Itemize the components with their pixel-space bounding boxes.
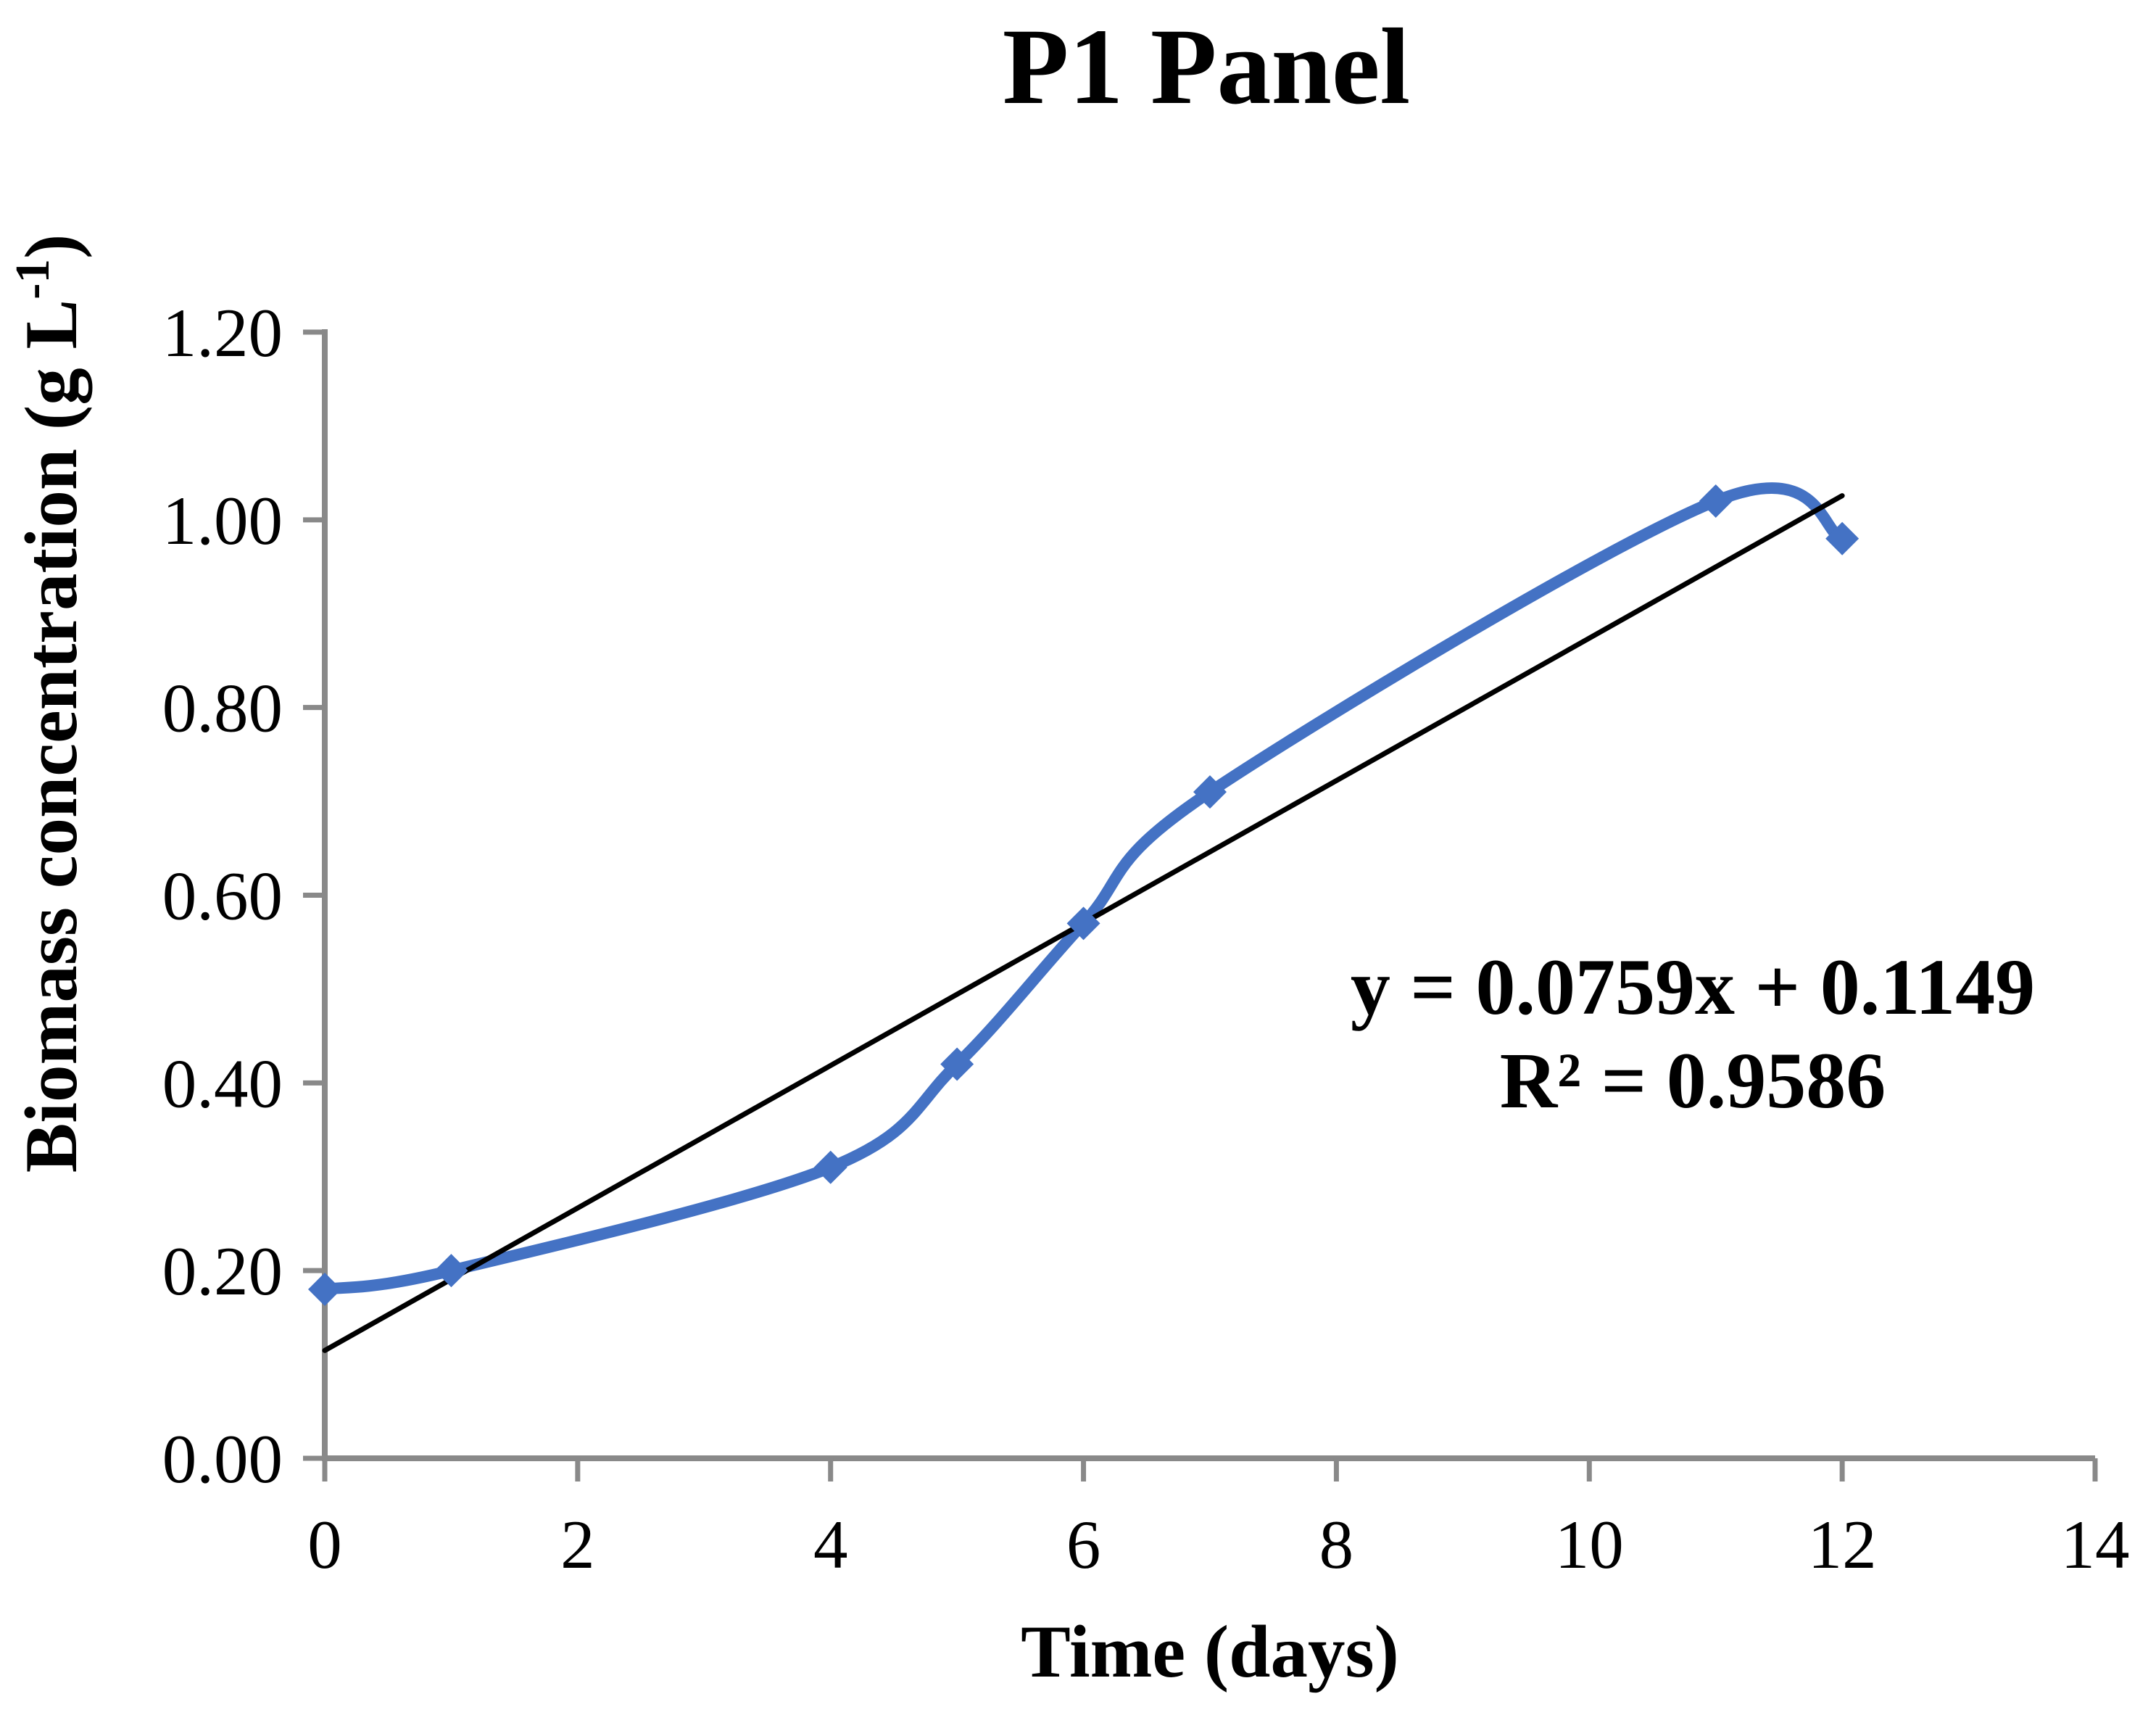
y-tick-label: 0.20 (162, 1233, 283, 1310)
series-smooth-line (319, 482, 1849, 1296)
x-tick-label: 0 (307, 1506, 342, 1583)
x-tick-label: 10 (1555, 1506, 1624, 1583)
x-tick-label: 6 (1066, 1506, 1101, 1583)
x-tick-label: 4 (813, 1506, 848, 1583)
data-point-marker (940, 1047, 974, 1081)
trendline-equation: y = 0.0759x + 0.1149 (1351, 943, 2035, 1031)
data-series (319, 482, 1849, 1296)
data-point-marker (813, 1150, 847, 1184)
x-tick-label: 8 (1319, 1506, 1354, 1583)
x-tick-label: 14 (2061, 1506, 2130, 1583)
y-tick-label: 1.00 (162, 482, 283, 559)
r-squared-label: R² = 0.9586 (1500, 1036, 1886, 1125)
data-point-marker (1193, 775, 1227, 809)
data-point-marker (1699, 484, 1733, 518)
y-axis-title-superscript: -1 (6, 259, 59, 299)
data-point-marker (308, 1273, 341, 1307)
y-tick-label: 1.20 (162, 294, 283, 371)
y-tick-label: 0.60 (162, 858, 283, 935)
chart-title: P1 Panel (1003, 7, 1410, 127)
data-point-marker (434, 1254, 468, 1288)
x-axis-title: Time (days) (1021, 1611, 1399, 1693)
data-point-markers (308, 484, 1859, 1307)
axes: 0.00 0.20 0.40 0.60 0.80 1.00 1.20 0 2 4 6 8 10 12 14 (162, 294, 2130, 1583)
y-tick-label: 0.00 (162, 1421, 283, 1497)
y-axis-title-close: ) (10, 234, 93, 259)
data-point-marker (1825, 521, 1859, 555)
y-axis-title-main: Biomass concentration (g L (10, 299, 93, 1173)
y-tick-label: 0.40 (162, 1045, 283, 1122)
y-tick-label: 0.80 (162, 670, 283, 747)
x-tick-label: 12 (1808, 1506, 1877, 1583)
data-point-marker (1066, 906, 1100, 941)
y-axis-title: Biomass concentration (g L-1) (6, 234, 93, 1173)
x-tick-label: 2 (560, 1506, 595, 1583)
